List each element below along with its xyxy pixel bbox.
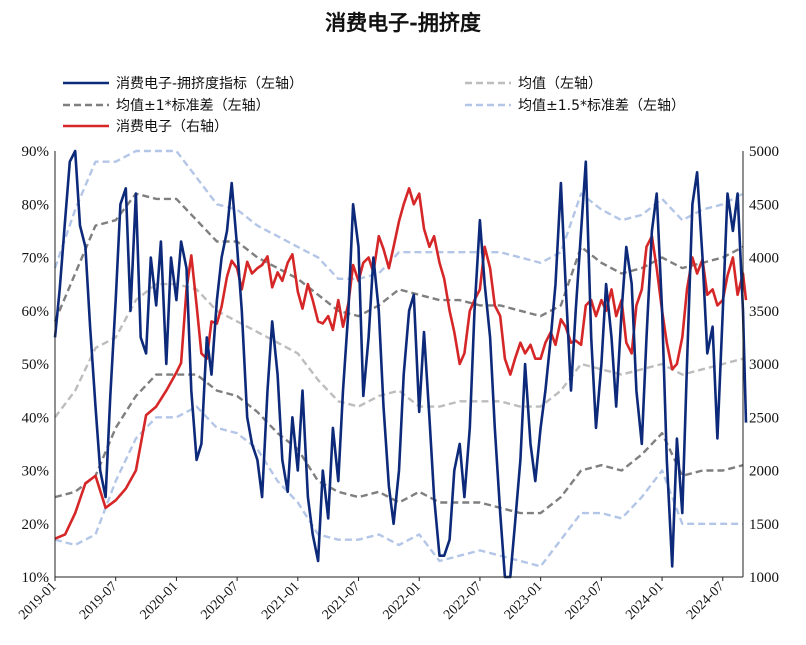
y-left-tick-label: 10%: [22, 570, 50, 586]
y-axis-right: 1000 1500 2000 2500 3000 3500 4000 4500 5000: [749, 144, 779, 586]
y-right-tick-label: 1500: [749, 517, 779, 533]
y-right-tick-label: 3000: [749, 357, 779, 373]
x-tick-label: 2023-07: [563, 579, 607, 623]
y-right-tick-label: 4500: [749, 197, 779, 213]
y-left-tick-label: 50%: [22, 357, 50, 373]
x-tick-label: 2022-01: [380, 579, 424, 623]
y-right-tick-label: 2000: [749, 464, 779, 480]
legend-label: 消费电子（右轴）: [116, 119, 228, 135]
x-tick-label: 2020-01: [138, 579, 182, 623]
series-line-6: [54, 187, 748, 540]
y-right-tick-label: 2500: [749, 410, 779, 426]
x-tick-label: 2020-07: [198, 579, 242, 623]
plot-area: [53, 149, 748, 579]
x-tick-label: 2024-01: [623, 579, 667, 623]
x-tick-label: 2022-07: [441, 579, 485, 623]
chart-title: 消费电子-拥挤度: [325, 10, 481, 35]
legend-label: 均值（左轴）: [518, 76, 602, 92]
y-right-tick-label: 1000: [749, 570, 779, 586]
x-tick-label: 2021-07: [320, 579, 364, 623]
x-tick-label: 2024-07: [684, 579, 728, 623]
y-right-tick-label: 3500: [749, 304, 779, 320]
y-axis-left: 10% 20% 30% 40% 50% 60% 70% 80% 90%: [22, 144, 50, 586]
x-axis: 2019-01 2019-07 2020-01 2020-07 2021-01 2021-…: [16, 577, 728, 623]
x-tick-label: 2021-01: [259, 579, 303, 623]
series-line-4: [53, 149, 744, 280]
y-left-tick-label: 30%: [22, 464, 50, 480]
y-right-tick-label: 4000: [749, 251, 779, 267]
series-line-3: [54, 373, 744, 515]
y-right-tick-label: 5000: [749, 144, 779, 160]
legend: 消费电子-拥挤度指标（左轴） 均值（左轴） 均值±1*标准差（左轴） 均值±1.5*标…: [63, 76, 685, 135]
y-left-tick-label: 40%: [22, 410, 50, 426]
legend-label: 消费电子-拥挤度指标（左轴）: [116, 76, 303, 92]
y-left-tick-label: 80%: [22, 197, 50, 213]
y-left-tick-label: 60%: [22, 304, 50, 320]
y-left-tick-label: 20%: [22, 517, 50, 533]
legend-label: 均值±1.5*标准差（左轴）: [518, 98, 685, 114]
y-left-tick-label: 70%: [22, 251, 50, 267]
series-line-0: [53, 149, 748, 579]
series-line-2: [53, 192, 744, 322]
legend-label: 均值±1*标准差（左轴）: [116, 98, 270, 114]
x-tick-label: 2023-01: [502, 579, 546, 623]
series-line-5: [54, 405, 743, 568]
x-tick-label: 2019-07: [77, 579, 121, 623]
y-left-tick-label: 90%: [22, 144, 50, 160]
series-line-1: [54, 282, 744, 419]
